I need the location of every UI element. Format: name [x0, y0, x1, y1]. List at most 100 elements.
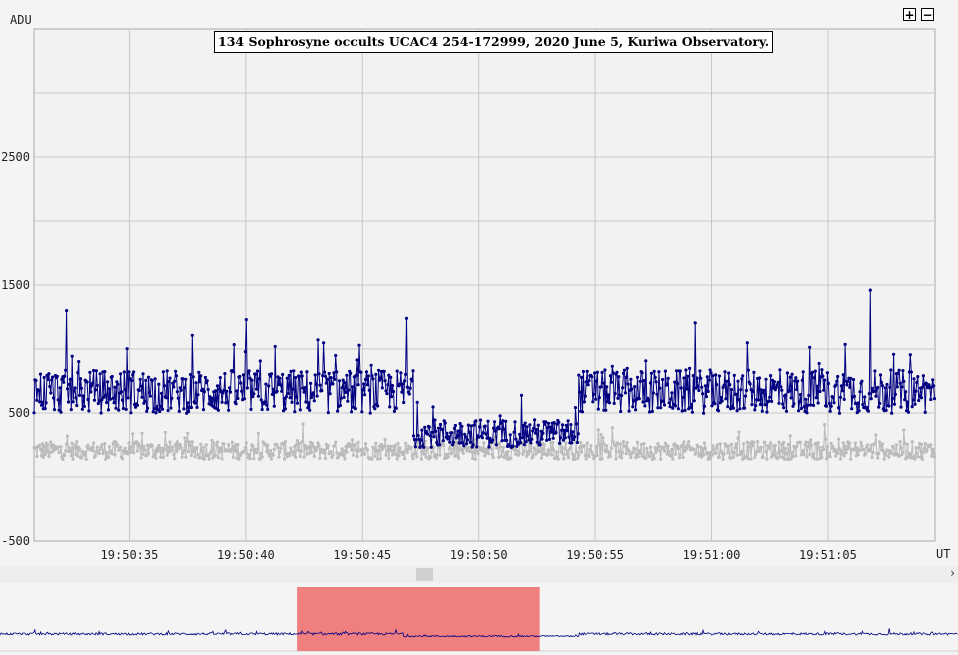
data-point	[591, 400, 595, 404]
data-point	[341, 454, 345, 458]
data-point	[817, 445, 821, 450]
data-point	[485, 436, 489, 440]
data-point	[125, 347, 129, 351]
navigator-line-path	[0, 628, 958, 638]
series-layer	[32, 288, 937, 462]
data-point	[648, 454, 652, 459]
data-point	[603, 368, 607, 372]
data-point	[232, 445, 236, 449]
data-point	[531, 429, 535, 433]
data-point	[718, 442, 722, 446]
scroll-right-arrow-icon[interactable]: ›	[950, 566, 955, 580]
data-point	[113, 385, 117, 389]
data-point	[326, 444, 330, 448]
data-point	[46, 443, 50, 447]
data-point	[58, 450, 62, 454]
data-point	[267, 384, 271, 388]
data-point	[694, 386, 698, 390]
data-point	[161, 455, 165, 459]
data-point	[294, 455, 298, 459]
data-point	[631, 405, 635, 409]
data-point	[831, 395, 835, 399]
data-point	[438, 422, 443, 427]
data-point	[434, 429, 438, 433]
data-point	[526, 434, 530, 438]
data-point	[385, 392, 389, 396]
data-point	[251, 395, 255, 399]
data-point	[372, 447, 376, 451]
data-point	[450, 451, 454, 455]
data-point	[468, 440, 472, 444]
scrollbar-thumb[interactable]	[416, 568, 433, 581]
data-point	[477, 435, 481, 439]
data-point	[132, 451, 136, 455]
data-point	[307, 444, 311, 449]
data-point	[43, 452, 47, 457]
data-point	[332, 371, 336, 375]
data-point	[313, 373, 317, 377]
data-point	[497, 427, 501, 431]
data-point	[601, 381, 605, 385]
data-point	[413, 445, 417, 449]
data-point	[363, 452, 367, 456]
lightcurve-chart: -500 500 1500 2500 19:50:35 19:50:40 19:50:45…	[1, 13, 950, 562]
data-point	[811, 452, 816, 456]
horizontal-scrollbar[interactable]: ›	[0, 566, 958, 583]
data-point	[421, 450, 425, 454]
data-point	[146, 375, 151, 379]
overview-navigator[interactable]	[0, 583, 958, 655]
navigator-selection-rect[interactable]	[297, 587, 540, 651]
data-point	[798, 393, 803, 397]
data-point	[162, 384, 166, 388]
data-point	[810, 370, 815, 374]
navigator-selection-window[interactable]	[297, 587, 540, 651]
data-point	[908, 353, 912, 357]
data-point	[805, 411, 809, 415]
data-point	[601, 436, 605, 440]
data-point	[215, 384, 220, 388]
data-point	[357, 343, 361, 347]
data-point	[527, 438, 531, 442]
data-point	[729, 442, 734, 446]
data-point	[414, 438, 418, 442]
data-point	[384, 453, 388, 457]
zoom-in-button[interactable]: +	[903, 8, 916, 22]
data-point	[398, 446, 402, 450]
data-point	[424, 455, 428, 459]
data-point	[128, 377, 132, 381]
data-point	[575, 440, 580, 445]
data-point	[278, 450, 282, 454]
data-point	[389, 444, 393, 448]
data-point	[462, 444, 466, 448]
data-point	[240, 389, 244, 393]
data-point	[821, 374, 825, 378]
data-point	[97, 399, 101, 403]
data-point	[233, 449, 237, 453]
data-point	[776, 380, 780, 384]
data-point	[923, 410, 927, 414]
data-point	[339, 396, 343, 400]
data-point	[829, 441, 833, 446]
data-point	[69, 454, 73, 458]
data-point	[846, 379, 850, 383]
data-point	[280, 389, 284, 393]
data-point	[483, 454, 487, 458]
data-point	[805, 455, 809, 459]
data-point	[345, 450, 349, 454]
zoom-out-button[interactable]: −	[921, 8, 934, 22]
data-point	[605, 385, 609, 389]
data-point	[726, 405, 730, 409]
data-point	[201, 408, 206, 412]
data-point	[441, 439, 445, 443]
data-point	[404, 447, 409, 451]
data-point	[448, 440, 452, 444]
data-point	[589, 444, 593, 448]
y-tick-label: 1500	[1, 278, 30, 292]
data-point	[265, 450, 269, 454]
data-point	[73, 443, 77, 447]
data-point	[316, 441, 320, 445]
data-point	[343, 457, 347, 461]
data-point	[520, 436, 525, 440]
data-point	[627, 449, 631, 453]
data-point	[824, 404, 829, 408]
